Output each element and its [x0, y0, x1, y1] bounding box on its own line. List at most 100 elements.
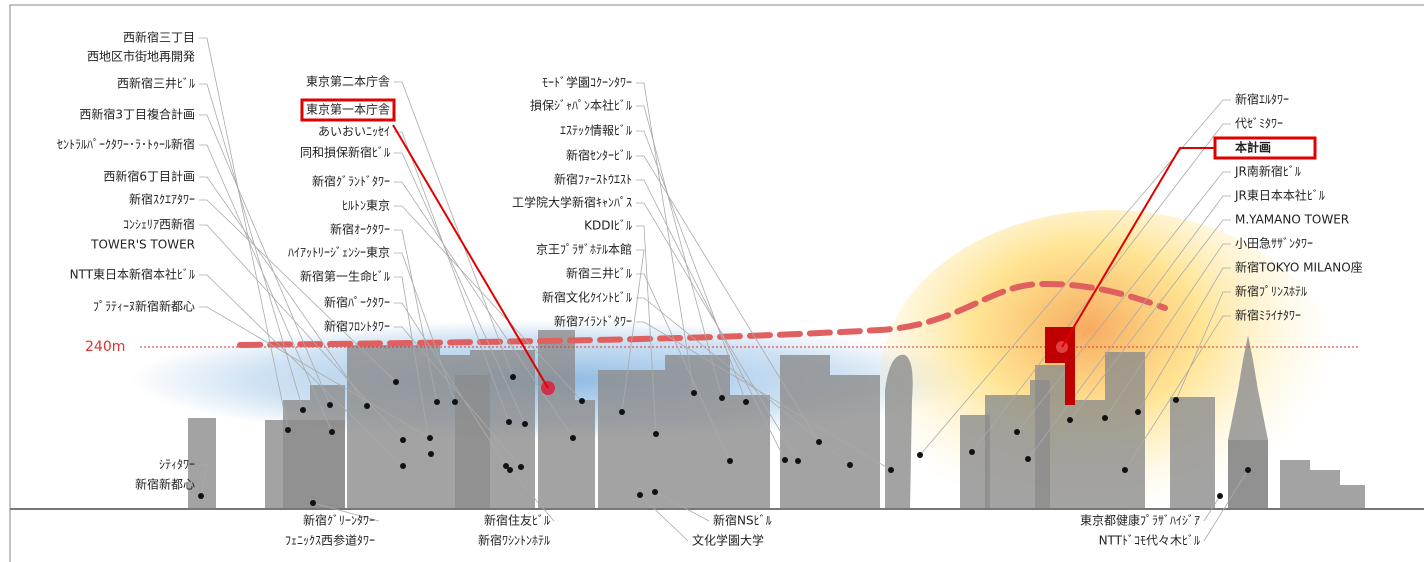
dot	[795, 458, 801, 464]
label: 新宿ﾌﾟﾘﾝｽﾎﾃﾙ	[1235, 284, 1307, 299]
dot	[427, 435, 433, 441]
label: 西新宿三井ﾋﾞﾙ	[117, 76, 195, 91]
label: 西地区市街地再開発	[87, 49, 195, 64]
dot	[579, 398, 585, 404]
label: 新宿ﾐﾗｲﾅﾀﾜｰ	[1235, 308, 1301, 323]
label: 本計画	[1235, 140, 1271, 155]
building	[1280, 460, 1310, 509]
building	[538, 330, 575, 509]
bottom-label: 新宿ﾜｼﾝﾄﾝﾎﾃﾙ	[478, 533, 550, 548]
label: 西新宿三丁目	[123, 30, 195, 45]
label: 新宿ﾌｧｰｽﾄｳｴｽﾄ	[554, 172, 632, 187]
dot	[327, 402, 333, 408]
label: ｾﾝﾄﾗﾙﾊﾟｰｸﾀﾜｰ･ﾗ･ﾄｩｰﾙ新宿	[57, 137, 195, 152]
label: 新宿ｱｲﾗﾝﾄﾞﾀﾜｰ	[554, 314, 632, 329]
label: ﾌﾟﾗﾃｨｰﾇ新宿新都心	[93, 299, 195, 314]
label: 新宿ﾊﾟｰｸﾀﾜｰ	[324, 295, 390, 310]
label: ｴｽﾃｯｸ情報ﾋﾞﾙ	[560, 124, 632, 138]
label: 西新宿6丁目計画	[103, 169, 195, 184]
bottom-label: 新宿NSﾋﾞﾙ	[713, 513, 772, 528]
label: 京王ﾌﾟﾗｻﾞﾎﾃﾙ本館	[536, 242, 632, 257]
dot	[1067, 417, 1073, 423]
dot	[518, 464, 524, 470]
label: 新宿ｸﾞﾗﾝﾄﾞﾀﾜｰ	[312, 174, 390, 189]
building	[665, 355, 730, 509]
label: 東京第二本庁舎	[306, 75, 390, 89]
dot	[507, 467, 513, 473]
dot	[816, 439, 822, 445]
dot	[653, 431, 659, 437]
dot	[300, 407, 306, 413]
label: JR南新宿ﾋﾞﾙ	[1234, 164, 1301, 179]
label: 新宿TOKYO MILANO座	[1235, 260, 1363, 275]
label: JR東日本本社ﾋﾞﾙ	[1234, 188, 1325, 203]
dot	[1135, 409, 1141, 415]
building	[730, 395, 770, 509]
label: 新宿新都心	[135, 477, 195, 492]
building	[985, 395, 1030, 509]
building	[780, 355, 830, 509]
dot	[434, 399, 440, 405]
label: 新宿ｾﾝﾀｰﾋﾞﾙ	[566, 148, 632, 163]
label: ﾓｰﾄﾞ学園ｺｸｰﾝﾀﾜｰ	[542, 75, 632, 90]
dot	[1122, 467, 1128, 473]
dot	[428, 451, 434, 457]
dot	[522, 421, 528, 427]
dot	[652, 489, 658, 495]
project-building	[1065, 360, 1075, 405]
label: TOWER'S TOWER	[90, 238, 195, 252]
bottom-label: 文化学園大学	[692, 533, 764, 548]
label: 新宿ｽｸｴｱﾀﾜｰ	[129, 192, 195, 207]
dot	[691, 390, 697, 396]
dot	[285, 427, 291, 433]
dot	[1102, 415, 1108, 421]
dot	[619, 409, 625, 415]
dot	[1014, 429, 1020, 435]
label: 代ｾﾞﾐﾀﾜｰ	[1235, 117, 1283, 131]
label: KDDIﾋﾞﾙ	[584, 219, 632, 233]
building	[1310, 470, 1340, 509]
dot	[743, 399, 749, 405]
dot	[570, 435, 576, 441]
dot	[364, 403, 370, 409]
dot	[1245, 467, 1251, 473]
building	[1075, 400, 1105, 509]
label: ｺﾝｼｪﾘｱ西新宿	[123, 217, 195, 232]
label: M.YAMANO TOWER	[1235, 213, 1349, 227]
dot	[1217, 493, 1223, 499]
building	[1340, 485, 1365, 509]
label: 工学院大学新宿ｷｬﾝﾊﾟｽ	[512, 195, 632, 210]
dot	[310, 500, 316, 506]
bottom-label: NTTﾄﾞｺﾓ代々木ﾋﾞﾙ	[1099, 534, 1200, 548]
label: 損保ｼﾞｬﾊﾟﾝ本社ﾋﾞﾙ	[530, 98, 632, 113]
label: 新宿ｴﾙﾀﾜｰ	[1235, 92, 1289, 107]
label: 同和損保新宿ﾋﾞﾙ	[300, 145, 390, 160]
label: ｼﾃｨﾀﾜｰ	[159, 458, 195, 472]
dot	[452, 399, 458, 405]
building	[598, 370, 665, 509]
bottom-label: 新宿住友ﾋﾞﾙ	[484, 513, 550, 528]
dot	[510, 374, 516, 380]
building	[283, 400, 310, 509]
dot	[969, 449, 975, 455]
label: 西新宿3丁目複合計画	[79, 107, 195, 122]
dot	[1025, 456, 1031, 462]
label: 新宿ﾌﾛﾝﾄﾀﾜｰ	[324, 319, 390, 334]
building	[1105, 352, 1145, 509]
dot	[782, 457, 788, 463]
label: NTT東日本新宿本社ﾋﾞﾙ	[70, 267, 195, 282]
label: あいおいﾆｯｾｲ	[318, 125, 390, 139]
label: 新宿ｵｰｸﾀﾜｰ	[330, 222, 390, 237]
skyline-diagram: 240m 西新宿三丁目西地区市街地再開発西新宿三井ﾋﾞﾙ西新宿3丁目複合計画ｾﾝ…	[0, 0, 1424, 562]
label: 新宿第一生命ﾋﾞﾙ	[300, 269, 390, 284]
label: ﾋﾙﾄﾝ東京	[342, 199, 390, 213]
dot	[1173, 397, 1179, 403]
bottom-label: 東京都健康ﾌﾟﾗｻﾞﾊｲｼﾞｱ	[1080, 513, 1200, 528]
dot	[719, 395, 725, 401]
building	[1170, 397, 1215, 509]
label: 東京第一本庁舎	[306, 103, 390, 117]
building	[347, 345, 440, 509]
dot	[637, 492, 643, 498]
building	[830, 375, 880, 509]
dot	[400, 437, 406, 443]
